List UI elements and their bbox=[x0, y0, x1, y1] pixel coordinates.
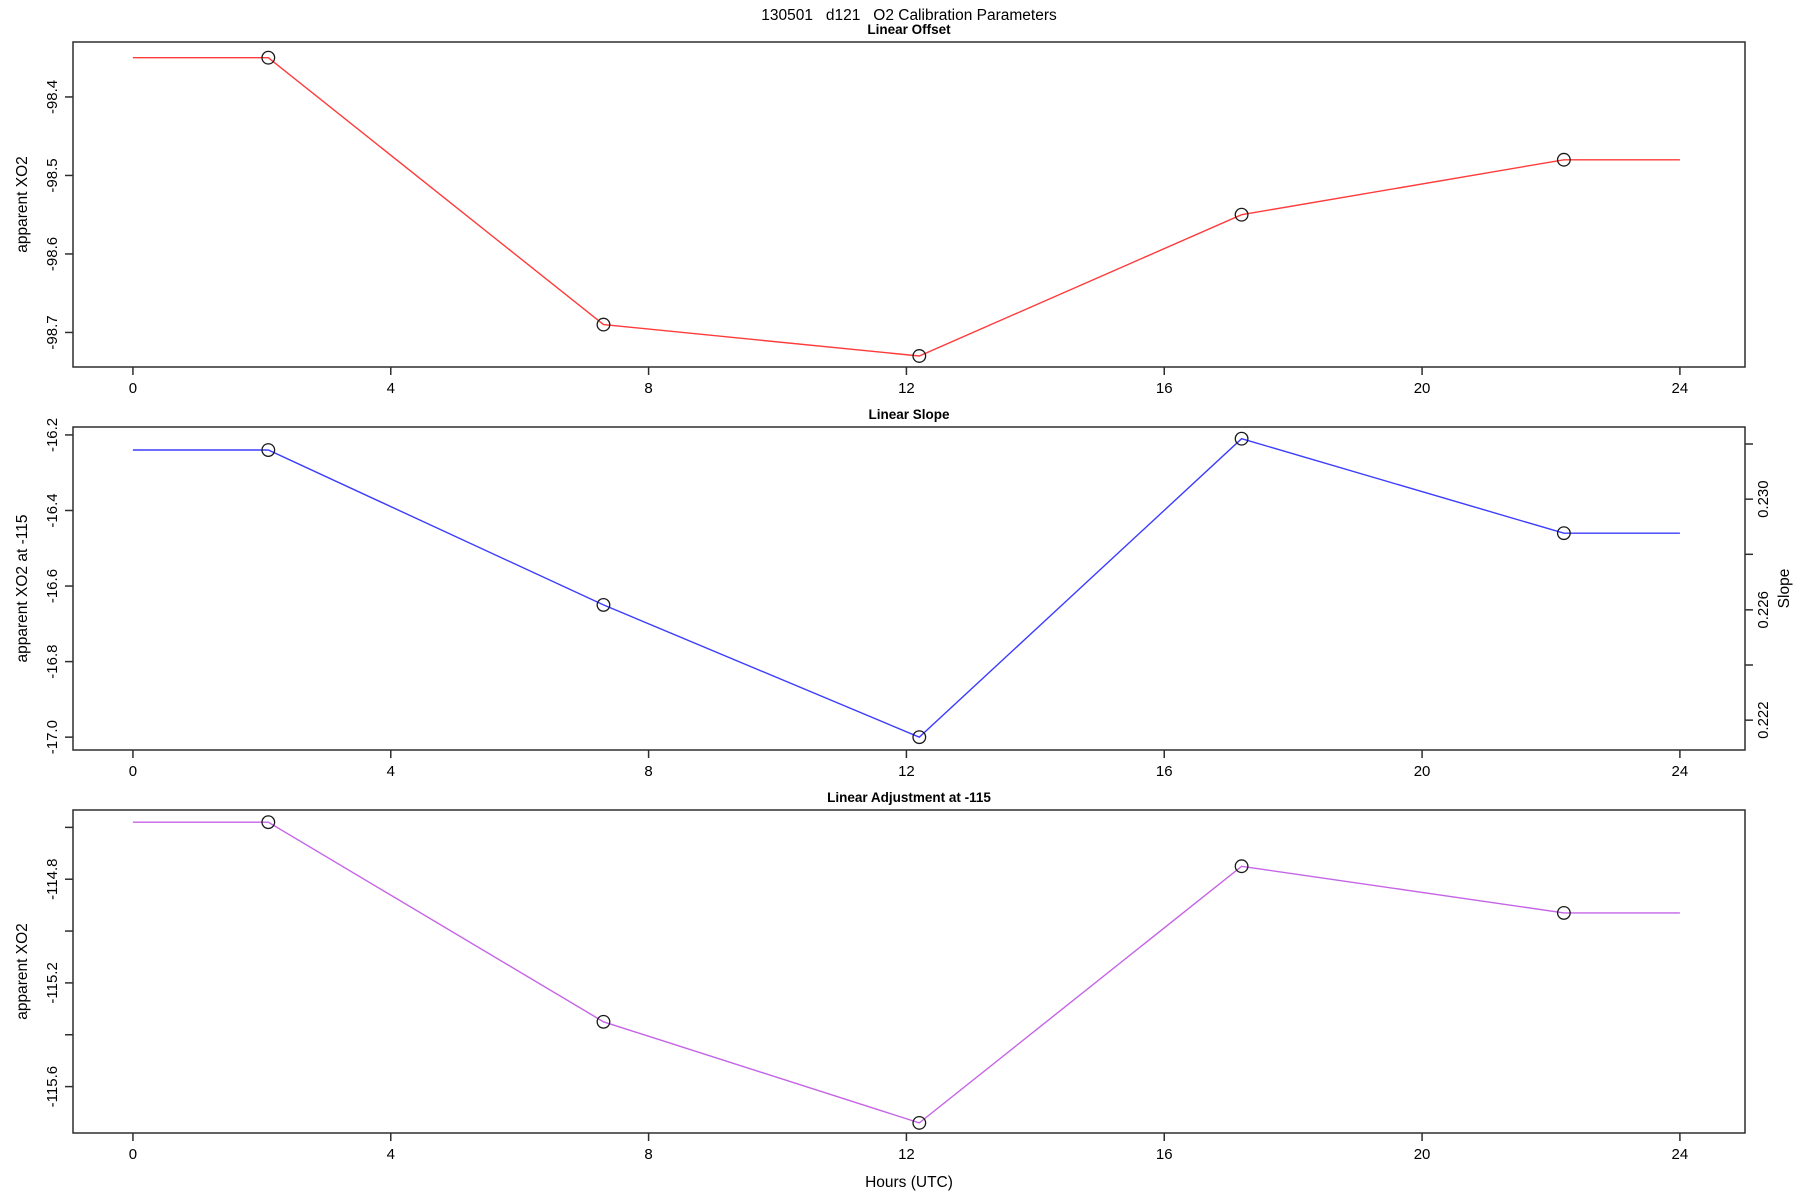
x-tick-label: 8 bbox=[644, 763, 652, 780]
panel-3-title: Linear Adjustment at -115 bbox=[827, 790, 991, 805]
y-tick-label: -98.4 bbox=[44, 80, 61, 114]
right-y-tick-label: 0.222 bbox=[1755, 701, 1772, 739]
panel-1-box bbox=[72, 41, 1746, 368]
panel-3-data-point bbox=[1234, 859, 1249, 874]
x-tick-label: 20 bbox=[1414, 380, 1431, 397]
x-tick-label: 24 bbox=[1672, 380, 1689, 397]
panel-2-y-axis-label: apparent XO2 at -115 bbox=[14, 515, 31, 663]
y-tick-label: -16.8 bbox=[44, 644, 61, 678]
x-tick-label: 16 bbox=[1156, 1146, 1173, 1163]
y-tick-label: -98.5 bbox=[44, 158, 61, 192]
panel-2-data-point bbox=[596, 597, 611, 612]
panel-2-right-axis-label: Slope bbox=[1776, 569, 1793, 609]
panel-1-title: Linear Offset bbox=[867, 22, 951, 37]
panel-3-data-line bbox=[132, 821, 1680, 1124]
panel-2-data-point bbox=[1556, 526, 1571, 541]
right-y-tick-label: 0.226 bbox=[1755, 591, 1772, 629]
panel-3-data-point bbox=[1556, 905, 1571, 920]
main-title: 130501 d121 O2 Calibration Parameters bbox=[761, 7, 1057, 24]
panel-1: Linear Offset 0 4 8 12 16 20 24 -98.4 -98.5 -98.6 -… bbox=[14, 22, 1746, 397]
panel-2-data-line bbox=[132, 437, 1680, 739]
x-tick-label: 20 bbox=[1414, 763, 1431, 780]
x-tick-label: 12 bbox=[898, 763, 915, 780]
x-tick-label: 24 bbox=[1672, 1146, 1689, 1163]
panel-2-data-point bbox=[912, 730, 927, 745]
panel-1-data-point bbox=[1234, 207, 1249, 222]
x-tick-label: 16 bbox=[1156, 380, 1173, 397]
panel-3-y-axis-label: apparent XO2 bbox=[14, 923, 31, 1020]
x-tick-label: 12 bbox=[898, 1146, 915, 1163]
panel-1-data-point bbox=[596, 317, 611, 332]
panel-3-box bbox=[72, 809, 1746, 1134]
x-tick-label: 0 bbox=[129, 763, 137, 780]
x-axis-label: Hours (UTC) bbox=[865, 1174, 953, 1191]
panel-1-data-point bbox=[261, 50, 276, 65]
x-tick-label: 8 bbox=[644, 1146, 652, 1163]
x-tick-label: 4 bbox=[387, 380, 395, 397]
panel-3-data-point bbox=[261, 815, 276, 830]
panel-3: Linear Adjustment at -115 0 4 8 12 16 20 24 -114… bbox=[14, 790, 1746, 1163]
panel-2-data-point bbox=[1234, 431, 1249, 446]
x-tick-label: 4 bbox=[387, 1146, 395, 1163]
panel-1-y-axis-label: apparent XO2 bbox=[14, 156, 31, 253]
panel-3-data-point bbox=[596, 1014, 611, 1029]
y-tick-label: -98.7 bbox=[44, 315, 61, 349]
y-tick-label: -114.8 bbox=[44, 859, 61, 900]
panel-1-data-point bbox=[1556, 152, 1571, 167]
x-tick-label: 20 bbox=[1414, 1146, 1431, 1163]
panel-2-data-point bbox=[261, 443, 276, 457]
x-tick-label: 0 bbox=[129, 380, 137, 397]
right-y-tick-label: 0.230 bbox=[1755, 480, 1772, 518]
panel-3-data-point bbox=[912, 1115, 927, 1130]
panel-2: Linear Slope 0 4 8 12 16 20 24 -16.2 -16.4 -16.6 -1… bbox=[14, 407, 1793, 780]
y-tick-label: -16.6 bbox=[44, 569, 61, 603]
panel-2-title: Linear Slope bbox=[868, 407, 950, 422]
x-tick-label: 8 bbox=[644, 380, 652, 397]
x-tick-label: 12 bbox=[898, 380, 915, 397]
y-tick-label: -17.0 bbox=[44, 720, 61, 754]
x-tick-label: 4 bbox=[387, 763, 395, 780]
x-tick-label: 0 bbox=[129, 1146, 137, 1163]
panel-1-data-line bbox=[132, 57, 1680, 357]
y-tick-label: -115.6 bbox=[44, 1066, 61, 1107]
y-tick-label: -16.2 bbox=[44, 418, 61, 452]
panel-2-box bbox=[72, 426, 1746, 751]
panel-1-data-point bbox=[912, 349, 927, 363]
y-tick-label: -98.6 bbox=[44, 237, 61, 271]
y-tick-label: -115.2 bbox=[44, 962, 61, 1003]
x-tick-label: 24 bbox=[1672, 763, 1689, 780]
y-tick-label: -16.4 bbox=[44, 493, 61, 527]
x-tick-label: 16 bbox=[1156, 763, 1173, 780]
